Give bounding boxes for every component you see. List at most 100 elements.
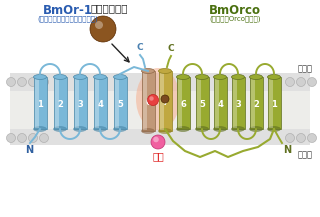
Ellipse shape [18, 77, 27, 87]
Bar [233, 78, 237, 128]
Text: 3: 3 [235, 100, 241, 108]
Text: BmOrco: BmOrco [209, 3, 261, 16]
Text: 6: 6 [145, 98, 151, 107]
Circle shape [161, 95, 169, 103]
Text: ポア: ポア [152, 151, 164, 161]
Ellipse shape [158, 128, 172, 133]
Ellipse shape [34, 127, 46, 132]
Bar [95, 78, 99, 128]
Text: 4: 4 [217, 100, 223, 108]
Circle shape [153, 137, 159, 142]
Bar [160, 72, 164, 130]
Ellipse shape [74, 127, 86, 132]
Text: BmOr-1: BmOr-1 [43, 3, 93, 16]
Text: 細胞内: 細胞内 [298, 151, 313, 159]
Ellipse shape [213, 74, 227, 79]
Ellipse shape [268, 74, 281, 79]
Bar [231, 77, 244, 129]
Bar [196, 77, 209, 129]
Ellipse shape [196, 127, 209, 132]
Text: 2: 2 [57, 100, 63, 108]
Bar [143, 72, 147, 130]
Text: 5: 5 [199, 100, 205, 108]
Text: 5: 5 [117, 100, 123, 108]
Ellipse shape [53, 127, 67, 132]
Ellipse shape [136, 68, 180, 130]
Bar [268, 77, 281, 129]
Circle shape [98, 24, 108, 34]
Text: 7: 7 [162, 98, 168, 107]
Ellipse shape [285, 133, 294, 143]
Text: (カイコガ性フェロモン受容体): (カイコガ性フェロモン受容体) [38, 16, 98, 22]
Ellipse shape [158, 69, 172, 74]
Bar [250, 77, 262, 129]
Bar [114, 77, 126, 129]
Text: 3: 3 [77, 100, 83, 108]
Circle shape [95, 21, 103, 29]
Ellipse shape [114, 74, 126, 79]
Text: 4: 4 [97, 100, 103, 108]
Text: C: C [168, 44, 174, 53]
Ellipse shape [6, 77, 15, 87]
Ellipse shape [231, 74, 244, 79]
Ellipse shape [297, 133, 306, 143]
Ellipse shape [177, 127, 189, 132]
Ellipse shape [93, 74, 107, 79]
Ellipse shape [114, 127, 126, 132]
Bar [158, 71, 172, 131]
Circle shape [90, 16, 116, 42]
Text: 1: 1 [37, 100, 43, 108]
Circle shape [148, 94, 158, 105]
Ellipse shape [231, 127, 244, 132]
Text: (カイコガOrco受容体): (カイコガOrco受容体) [209, 16, 261, 22]
Circle shape [151, 135, 165, 149]
Bar [55, 78, 59, 128]
Text: 細胞外: 細胞外 [298, 64, 313, 74]
Text: C: C [137, 43, 143, 52]
Ellipse shape [196, 74, 209, 79]
Ellipse shape [34, 74, 46, 79]
Bar [177, 77, 189, 129]
Text: 6: 6 [180, 100, 186, 108]
Bar [197, 78, 201, 128]
Text: 1: 1 [271, 100, 277, 108]
Bar [269, 78, 273, 128]
Bar [213, 77, 227, 129]
Ellipse shape [297, 77, 306, 87]
Ellipse shape [285, 77, 294, 87]
Ellipse shape [141, 128, 155, 133]
Ellipse shape [28, 133, 37, 143]
Ellipse shape [39, 133, 49, 143]
Text: N: N [25, 145, 33, 155]
Bar [10, 91, 310, 129]
Bar [251, 78, 255, 128]
Ellipse shape [141, 69, 155, 74]
Bar [74, 77, 86, 129]
Ellipse shape [308, 77, 316, 87]
Bar [115, 78, 119, 128]
Ellipse shape [53, 74, 67, 79]
Bar [178, 78, 182, 128]
Ellipse shape [250, 74, 262, 79]
Ellipse shape [250, 127, 262, 132]
Text: 2: 2 [253, 100, 259, 108]
Bar [75, 78, 79, 128]
Ellipse shape [74, 74, 86, 79]
Bar [215, 78, 219, 128]
Bar [93, 77, 107, 129]
Ellipse shape [177, 74, 189, 79]
Bar [10, 127, 310, 145]
Bar [34, 77, 46, 129]
Bar [53, 77, 67, 129]
Ellipse shape [268, 127, 281, 132]
Bar [35, 78, 39, 128]
Ellipse shape [39, 77, 49, 87]
Ellipse shape [308, 133, 316, 143]
Circle shape [149, 96, 154, 101]
Bar [10, 73, 310, 91]
Bar [141, 71, 155, 131]
Ellipse shape [213, 127, 227, 132]
Ellipse shape [93, 127, 107, 132]
Ellipse shape [6, 133, 15, 143]
Ellipse shape [18, 133, 27, 143]
